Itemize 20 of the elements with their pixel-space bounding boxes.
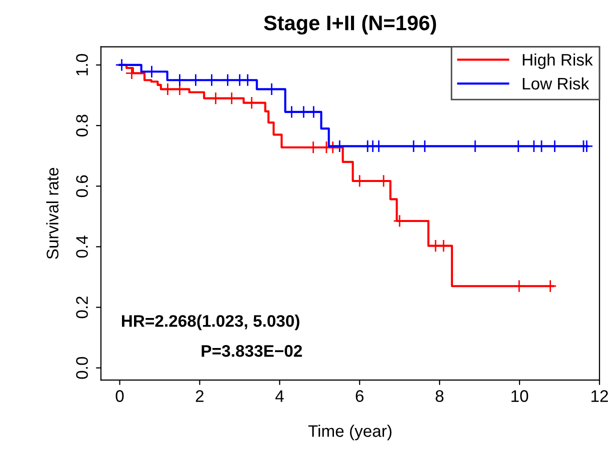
x-tick-label: 6 xyxy=(356,390,364,402)
annotation: P=3.833E−02 xyxy=(202,345,302,357)
chart-title: Stage I+II (N=196) xyxy=(264,15,436,35)
annotation: HR=2.268(1.023, 5.030) xyxy=(122,314,300,330)
legend-label: High Risk xyxy=(522,53,593,70)
y-tick-label: 0.6 xyxy=(76,175,88,198)
x-tick-label: 2 xyxy=(196,390,204,402)
y-tick-label: 0.2 xyxy=(76,296,88,318)
y-axis-title: Survival rate xyxy=(46,168,58,259)
y-tick-label: 0.0 xyxy=(76,356,88,379)
x-tick-label: 0 xyxy=(116,390,124,402)
x-tick-label: 4 xyxy=(275,390,284,402)
y-tick-label: 1.0 xyxy=(76,54,88,76)
x-tick-label: 10 xyxy=(512,390,528,402)
y-tick-label: 0.8 xyxy=(76,114,88,136)
y-tick-label: 0.4 xyxy=(76,236,88,258)
x-tick-label: 12 xyxy=(591,390,608,402)
x-axis-title: Time (year) xyxy=(308,424,392,440)
x-tick-label: 8 xyxy=(436,390,444,402)
legend-label: Low Risk xyxy=(522,77,590,90)
